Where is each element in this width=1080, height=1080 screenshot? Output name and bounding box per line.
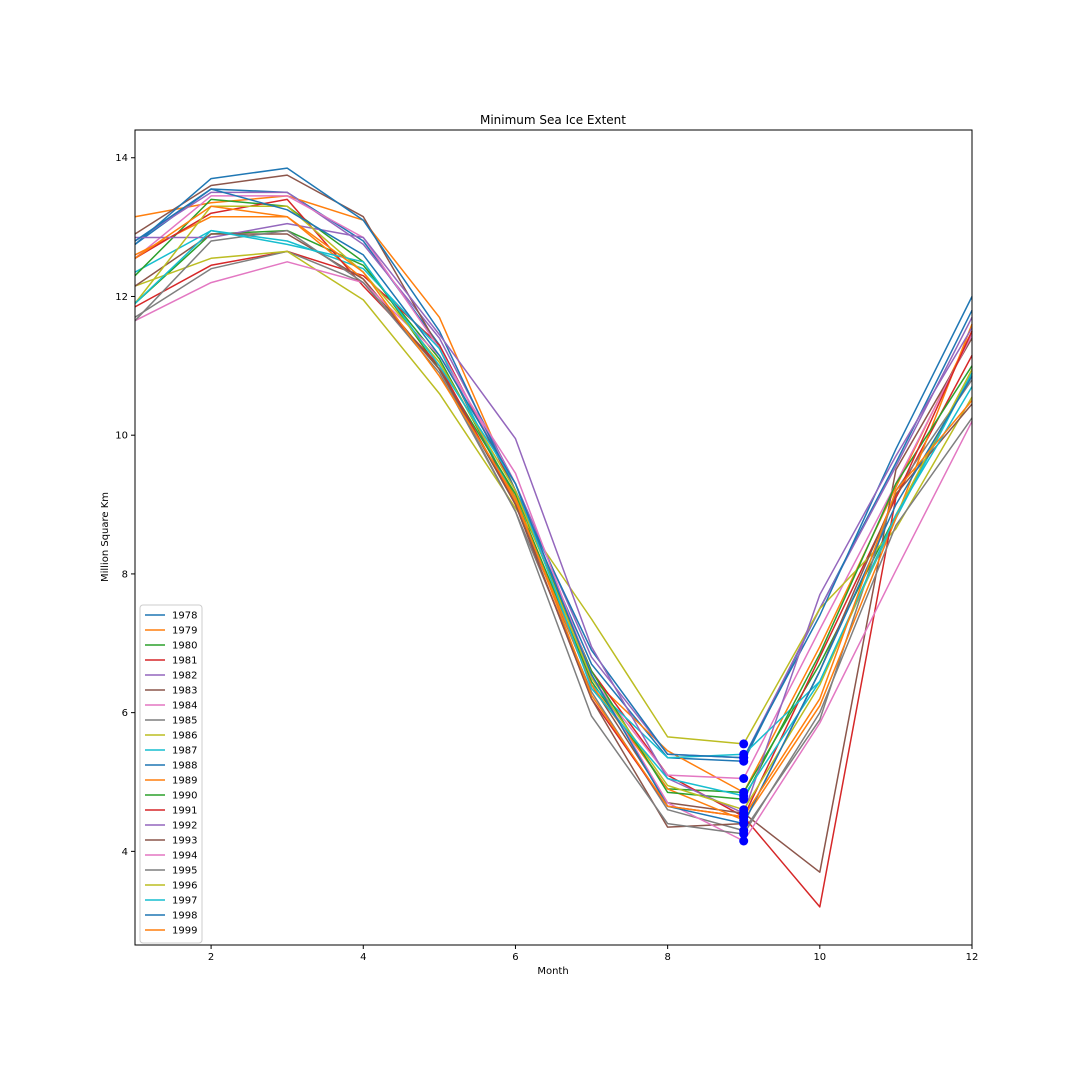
marker-layer (739, 739, 749, 846)
legend-label-1985: 1985 (172, 716, 197, 727)
minimum-marker-1995 (739, 829, 749, 839)
x-tick-label-12: 12 (966, 952, 979, 963)
series-line-1998 (134, 188, 973, 825)
series-line-1997 (134, 229, 973, 797)
minimum-marker-1984 (739, 774, 749, 783)
y-tick-label-12: 12 (115, 292, 128, 303)
legend-label-1988: 1988 (172, 761, 197, 772)
y-axis-ticks: 4 6 8 10 12 14 (115, 153, 135, 858)
x-tick-label-10: 10 (813, 952, 826, 963)
series-line-1988 (134, 167, 973, 759)
y-axis-label: Million Square Km (100, 492, 111, 582)
x-tick-label-2: 2 (208, 952, 214, 963)
x-tick-label-4: 4 (360, 952, 366, 963)
y-tick-label-10: 10 (115, 431, 128, 442)
series-line-1992 (135, 222, 973, 814)
legend-label-1991: 1991 (172, 806, 197, 817)
legend-label-1986: 1986 (172, 731, 197, 742)
minimum-marker-1986 (739, 739, 749, 749)
y-tick-label-4: 4 (122, 847, 128, 858)
legend-label-1993: 1993 (172, 836, 197, 847)
legend-label-1994: 1994 (172, 851, 197, 862)
series-layer (134, 167, 973, 908)
y-tick-label-6: 6 (122, 708, 128, 719)
x-tick-label-8: 8 (664, 952, 670, 963)
legend-label-1995: 1995 (172, 866, 197, 877)
y-tick-label-8: 8 (122, 569, 128, 580)
chart-title: Minimum Sea Ice Extent (480, 113, 626, 127)
legend-label-1989: 1989 (172, 776, 197, 787)
legend-label-1979: 1979 (172, 626, 197, 637)
series-line-1995 (134, 229, 973, 835)
plot-frame (134, 129, 973, 946)
series-line-1980 (134, 229, 973, 794)
x-axis-label: Month (537, 966, 568, 977)
legend-label-1990: 1990 (172, 791, 197, 802)
x-tick-label-6: 6 (512, 952, 518, 963)
series-line-1986 (134, 250, 973, 745)
legend-label-1983: 1983 (172, 686, 197, 697)
legend-label-1980: 1980 (172, 641, 197, 652)
legend: 1978 1979 1980 1981 1982 1983 1984 1985 1986 1987… (139, 604, 203, 944)
legend-label-1997: 1997 (172, 896, 197, 907)
legend-label-1987: 1987 (172, 746, 197, 757)
minimum-marker-1994 (739, 836, 749, 846)
legend-label-1982: 1982 (172, 671, 197, 682)
series-line-1999 (134, 205, 973, 818)
minimum-marker-1997 (739, 791, 749, 801)
minimum-marker-1999 (739, 812, 749, 822)
series-line-1989 (134, 215, 973, 821)
legend-label-1981: 1981 (172, 656, 197, 667)
legend-label-1998: 1998 (172, 911, 197, 922)
legend-label-1996: 1996 (172, 881, 197, 892)
minimum-marker-1998 (739, 819, 749, 829)
x-axis-ticks: 2 4 6 8 10 12 (208, 945, 978, 963)
legend-label-1978: 1978 (172, 611, 197, 622)
series-line-1994 (134, 261, 973, 842)
legend-label-1992: 1992 (172, 821, 197, 832)
minimum-marker-1988 (739, 753, 749, 763)
legend-label-1999: 1999 (172, 926, 197, 937)
legend-label-1984: 1984 (172, 701, 197, 712)
minimum-marker-1996 (739, 805, 749, 815)
y-tick-label-14: 14 (115, 153, 128, 164)
